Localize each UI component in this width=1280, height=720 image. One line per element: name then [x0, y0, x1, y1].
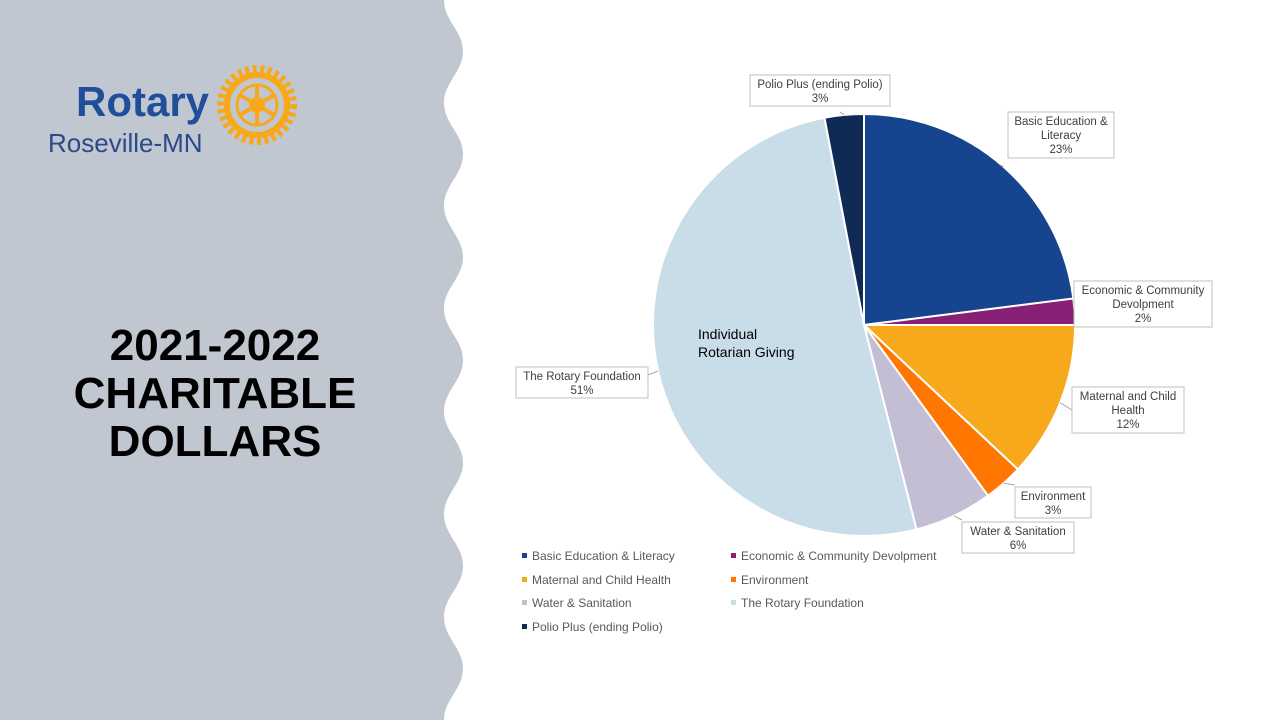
pie-slice[interactable] — [652, 116, 918, 537]
rotary-wheel-icon — [217, 65, 297, 145]
data-label: Environment 3% — [1014, 486, 1092, 519]
legend-swatch — [731, 553, 736, 559]
legend-swatch — [522, 600, 527, 606]
title-line-2: CHARITABLE — [73, 369, 357, 418]
leader-line — [953, 515, 963, 521]
leader-line — [1059, 402, 1073, 411]
legend-item: Polio Plus (ending Polio) — [522, 620, 663, 634]
title-line-3: DOLLARS — [108, 417, 322, 466]
chart-legend: Basic Education & Literacy Economic & Com… — [522, 549, 982, 639]
leader-line — [1003, 482, 1016, 486]
logo-brand: Rotary — [76, 78, 210, 125]
legend-swatch — [522, 553, 527, 559]
legend-swatch — [731, 576, 736, 582]
data-label: Basic Education & Literacy 23% — [1007, 111, 1115, 159]
legend-item: Maternal and Child Health — [522, 573, 671, 587]
data-label: Polio Plus (ending Polio) 3% — [749, 74, 891, 107]
page-title: 2021-2022 CHARITABLE DOLLARS — [30, 322, 400, 466]
legend-label: The Rotary Foundation — [741, 596, 864, 610]
legend-label: Polio Plus (ending Polio) — [532, 619, 663, 634]
legend-label: Water & Sanitation — [532, 596, 632, 610]
legend-item: The Rotary Foundation — [731, 596, 864, 610]
logo-subtitle: Roseville-MN — [48, 128, 203, 158]
data-label: Economic & Community Devolpment 2% — [1073, 280, 1213, 328]
pie-slice[interactable] — [863, 112, 1075, 327]
pie-slice[interactable] — [861, 324, 1077, 471]
legend-item: Basic Education & Literacy — [522, 549, 675, 563]
data-label: The Rotary Foundation 51% — [515, 366, 649, 399]
leader-line — [647, 370, 659, 376]
legend-item: Water & Sanitation — [522, 596, 632, 610]
legend-item: Economic & Community Devolpment — [731, 549, 936, 563]
data-label: Maternal and Child Health 12% — [1071, 386, 1185, 434]
data-label: Water & Sanitation 6% — [961, 521, 1075, 554]
svg-text:Polio Plus (ending Polio)3%: Polio Plus (ending Polio) 3% — [757, 79, 882, 105]
leader-line — [999, 164, 1004, 168]
title-line-1: 2021-2022 — [109, 321, 321, 370]
leader-line — [839, 111, 845, 116]
legend-label: Economic & Community Devolpment — [741, 549, 937, 563]
legend-item: Environment — [731, 573, 808, 587]
legend-swatch — [522, 623, 527, 629]
legend-swatch — [731, 600, 736, 606]
legend-swatch — [522, 576, 527, 582]
legend-label: Basic Education & Literacy — [532, 549, 675, 563]
pie-annotation: Individual Rotarian Giving — [698, 326, 795, 360]
legend-label: Maternal and Child Health — [532, 572, 671, 587]
pie-slice[interactable] — [823, 112, 865, 326]
legend-label: Environment — [741, 572, 809, 587]
